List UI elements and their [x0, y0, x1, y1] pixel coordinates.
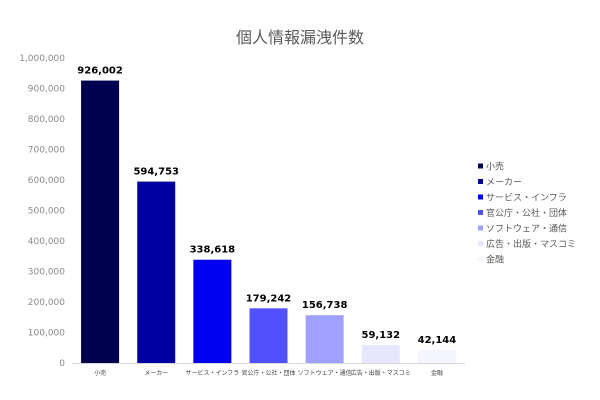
bar [249, 308, 288, 363]
legend-swatch [478, 256, 483, 262]
legend-swatch [478, 241, 483, 246]
bar [81, 80, 120, 363]
y-tick-label: 200,000 [28, 298, 65, 308]
y-tick-label: 700,000 [28, 146, 65, 156]
legend-label: 小売 [486, 161, 504, 173]
y-tick-label: 600,000 [28, 176, 65, 186]
bars: 926,002 594,753 338,618 179,242 156,738 59,13… [77, 66, 456, 363]
x-tick-label: 官公庁・公社・団体 [241, 369, 295, 377]
data-label: 156,738 [302, 300, 348, 311]
legend-label: メーカー [486, 177, 522, 188]
data-label: 42,144 [418, 335, 457, 346]
x-tick-label: 金融 [431, 369, 443, 377]
x-tick-label: メーカー [144, 370, 168, 377]
chart-title: 個人情報漏洩件数 [236, 28, 364, 47]
x-tick-label: サービス・インフラ [185, 369, 239, 377]
y-tick-label: 1,000,000 [19, 54, 65, 64]
bar [305, 315, 344, 363]
legend: 小売メーカーサービス・インフラ官公庁・公社・団体ソフトウェア・通信広告・出版・マ… [478, 161, 576, 266]
legend-label: 広告・出版・マスコミ [486, 238, 576, 250]
x-tick-label: 小売 [94, 369, 106, 377]
y-tick-label: 300,000 [28, 268, 65, 278]
y-tick-label: 900,000 [28, 85, 65, 95]
legend-label: 金融 [486, 254, 504, 266]
legend-swatch [478, 163, 483, 169]
data-label: 179,242 [246, 293, 292, 304]
y-tick-label: 0 [59, 359, 65, 369]
bar [193, 259, 232, 363]
legend-label: サービス・インフラ [486, 193, 567, 204]
x-tick-label: ソフトウェア・通信 [298, 369, 352, 377]
y-tick-label: 500,000 [28, 207, 65, 217]
y-axis: 0 100,000 200,000 300,000 400,000 500,000 600,… [19, 54, 465, 369]
data-label: 59,132 [361, 330, 400, 341]
legend-swatch [478, 179, 483, 184]
data-label: 338,618 [190, 245, 236, 256]
y-tick-label: 100,000 [28, 329, 65, 339]
legend-label: ソフトウェア・通信 [486, 223, 567, 235]
bar [361, 344, 400, 363]
data-label: 594,753 [133, 167, 179, 178]
y-tick-label: 400,000 [28, 237, 65, 247]
legend-swatch [478, 194, 483, 200]
data-label: 926,002 [77, 66, 123, 77]
bar [137, 181, 176, 363]
legend-swatch [478, 225, 483, 231]
legend-swatch [478, 210, 483, 215]
legend-label: 官公庁・公社・団体 [486, 207, 567, 219]
x-tick-label: 広告・出版・マスコミ [351, 369, 411, 377]
y-tick-label: 800,000 [28, 115, 65, 125]
bar [417, 350, 456, 363]
x-axis: 小売 メーカー サービス・インフラ 官公庁・公社・団体 ソフトウェア・通信 広告・出版・マ… [94, 369, 443, 377]
